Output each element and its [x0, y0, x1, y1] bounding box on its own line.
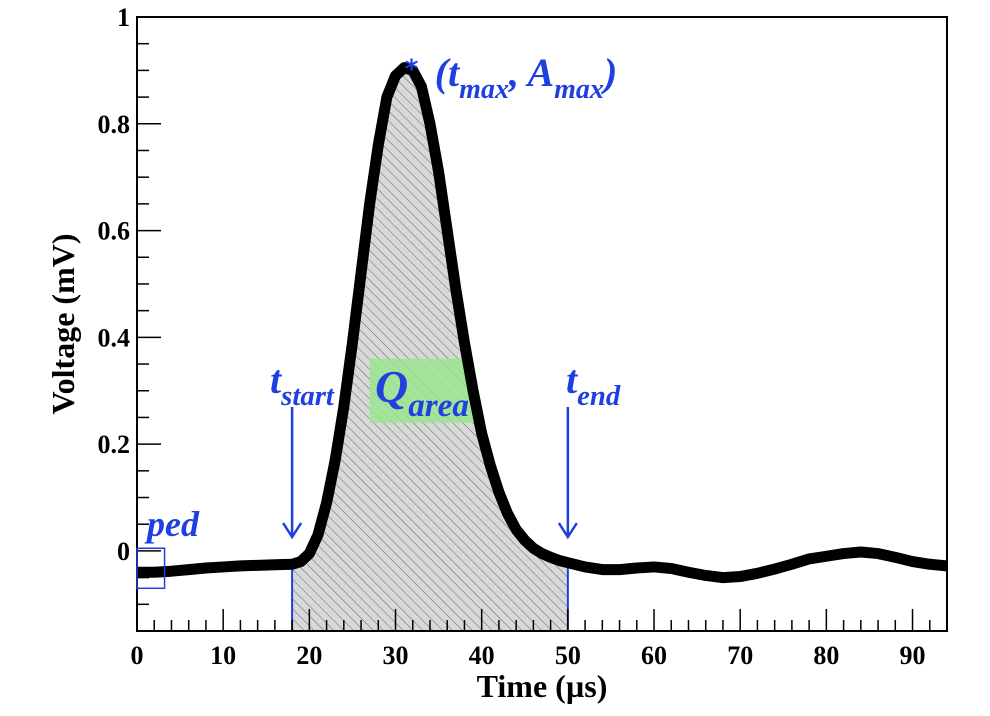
x-axis-title: Time (µs) [477, 668, 608, 704]
ped-label: ped [144, 504, 200, 544]
waveform-line [137, 62, 947, 584]
t-end-label: tend [566, 357, 621, 412]
x-tick-label: 70 [727, 641, 753, 670]
x-tick-label: 20 [296, 641, 322, 670]
x-tick-label: 90 [900, 641, 926, 670]
y-tick-label: 0 [117, 537, 130, 566]
tick-labels: 0 10 20 30 40 50 60 70 80 90 0 0.2 0.4 0.6 0.8 1 [98, 3, 926, 670]
peak-marker: * [405, 55, 419, 85]
q-area-label: Qarea [375, 361, 469, 424]
waveform-series-line [137, 62, 947, 584]
peak-label: (tmax, Amax) [435, 50, 618, 105]
ped-box [136, 547, 166, 590]
y-tick-label: 0.4 [98, 323, 131, 352]
plot-border [136, 16, 948, 632]
x-tick-label: 0 [131, 641, 144, 670]
plot-frame [136, 16, 948, 632]
y-tick-label: 0.2 [98, 430, 131, 459]
x-tick-label: 40 [469, 641, 495, 670]
y-tick-label: 0.6 [98, 217, 131, 246]
q-area-highlight [369, 358, 474, 423]
y-tick-label: 1 [117, 3, 130, 32]
t-end-arrowhead [557, 522, 578, 540]
y-axis-title: Voltage (mV) [45, 234, 81, 415]
x-tick-label: 80 [813, 641, 839, 670]
t-start-label: tstart [270, 357, 335, 412]
y-tick-label: 0.8 [98, 110, 131, 139]
x-tick-label: 30 [383, 641, 409, 670]
axis-ticks [136, 16, 948, 632]
q-area-box [369, 358, 474, 423]
t-start-arrowhead [282, 522, 303, 540]
x-tick-label: 50 [555, 641, 581, 670]
annotations: * (tmax, Amax) tstart tend Qarea ped [136, 50, 621, 590]
x-tick-label: 60 [641, 641, 667, 670]
x-tick-label: 10 [210, 641, 236, 670]
hatched-area [292, 67, 568, 631]
